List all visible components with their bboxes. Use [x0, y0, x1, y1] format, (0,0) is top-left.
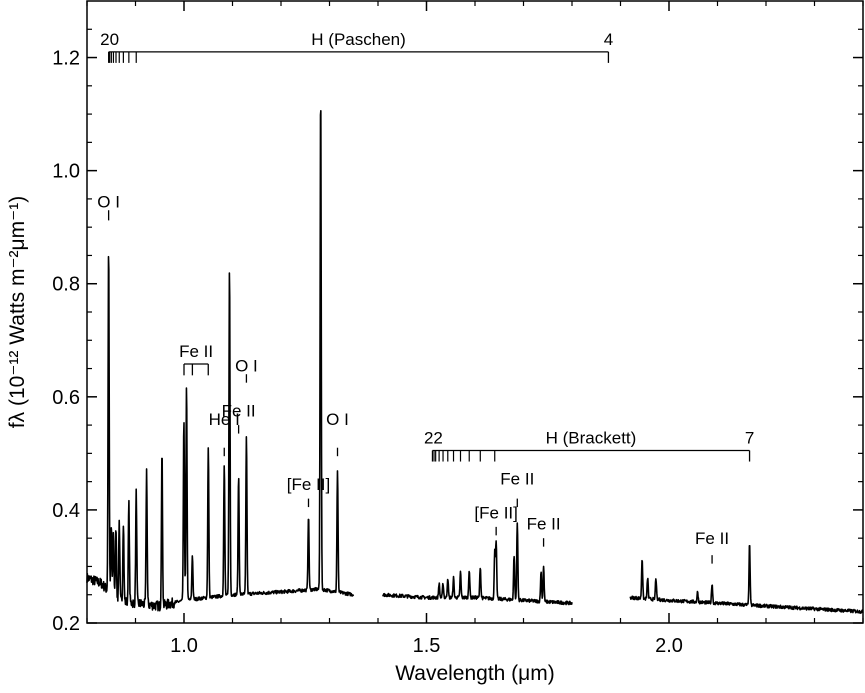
x-tick-label: 1.0 [170, 635, 198, 657]
line-label: Fe II [500, 469, 534, 488]
spectrum-segment-2 [382, 522, 573, 606]
bracket-label: Fe II [179, 342, 213, 361]
y-axis-title: fλ (10⁻¹² Watts m⁻²μm⁻¹) [6, 196, 29, 428]
x-tick-label: 1.5 [413, 635, 441, 657]
annotation-layer: H (Paschen) 20 4 H (Brackett) 22 7 O I He I O I F… [97, 30, 754, 564]
spectrum-segment-3 [629, 545, 864, 614]
series-start-label: 22 [424, 429, 443, 448]
line-label: O I [97, 192, 120, 211]
y-tick-label: 1.2 [52, 48, 80, 70]
series-start-label: 20 [100, 30, 119, 49]
series-name: H (Paschen) [311, 30, 405, 49]
y-tick-label: 0.2 [52, 613, 80, 635]
line-label: Fe II [695, 529, 729, 548]
series-end-label: 7 [745, 429, 754, 448]
line-label: O I [235, 356, 258, 375]
y-tick-label: 1.0 [52, 161, 80, 183]
series-name: H (Brackett) [546, 429, 637, 448]
x-axis-title: Wavelength (μm) [395, 662, 555, 685]
plot-frame [86, 0, 864, 624]
spectrum-layer [86, 109, 864, 614]
line-label: [Fe II] [287, 475, 330, 494]
y-tick-label: 0.4 [52, 500, 80, 522]
x-tick-label: 2.0 [655, 635, 683, 657]
axes-layer: 1.0 1.5 2.0 0.2 0.4 0.6 0.8 1.0 1.2 [52, 1, 864, 657]
line-label: O I [326, 410, 349, 429]
line-label: Fe II [527, 515, 561, 534]
series-end-label: 4 [604, 30, 613, 49]
line-label: [Fe II] [474, 503, 517, 522]
line-label: Fe II [222, 402, 256, 421]
y-tick-label: 0.6 [52, 387, 80, 409]
line-label: He I [209, 410, 240, 429]
y-tick-label: 0.8 [52, 274, 80, 296]
spectrum-segment-1 [86, 109, 355, 612]
